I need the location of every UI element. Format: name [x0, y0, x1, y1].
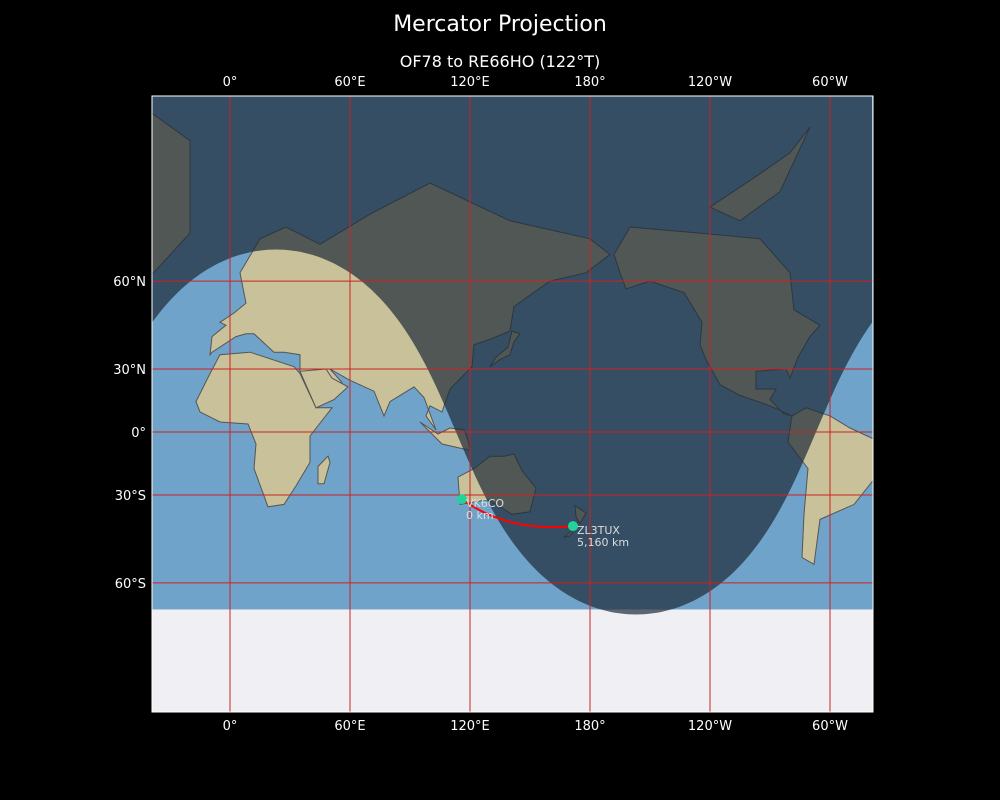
- lon-tick-label-bottom: 60°E: [334, 719, 365, 734]
- station-distance: 5,160 km: [577, 536, 629, 549]
- lon-tick-label-top: 60°E: [334, 75, 365, 90]
- lon-tick-label-top: 120°E: [450, 75, 490, 90]
- lat-tick-label: 0°: [131, 426, 146, 441]
- lon-tick-label-bottom: 120°E: [450, 719, 490, 734]
- night-shading: [152, 96, 872, 615]
- great-circle-path: [461, 498, 574, 529]
- land-antarctica: [152, 609, 873, 712]
- map-frame: [151, 95, 874, 713]
- lat-tick-label: 60°S: [115, 577, 146, 592]
- station-distance: 0 km: [466, 509, 494, 522]
- figure-title: Mercator Projection: [393, 12, 607, 37]
- lon-tick-label-bottom: 120°W: [688, 719, 732, 734]
- lon-tick-label-top: 0°: [223, 75, 238, 90]
- station-marker[interactable]: [457, 494, 467, 505]
- lat-tick-label: 30°N: [113, 363, 146, 378]
- graticule: [152, 96, 873, 712]
- lon-tick-label-bottom: 60°W: [812, 719, 848, 734]
- station-call: VK6CO: [466, 497, 504, 510]
- station-marker[interactable]: [568, 521, 578, 532]
- lon-tick-label-top: 120°W: [688, 75, 732, 90]
- land-madagascar: [317, 455, 331, 485]
- lat-tick-label: 60°N: [113, 275, 146, 290]
- station-call: ZL3TUX: [577, 524, 620, 537]
- lon-tick-label-top: 180°: [574, 75, 605, 90]
- lon-tick-label-bottom: 180°: [574, 719, 605, 734]
- lat-tick-label: 30°S: [115, 489, 146, 504]
- axis-ticks: 0° 0° 60°E 60°E 120°E 120°E 180° 180° 120°W 120°W…: [113, 75, 848, 734]
- figure-subtitle: OF78 to RE66HO (122°T): [399, 52, 601, 71]
- lon-tick-label-top: 60°W: [812, 75, 848, 90]
- lon-tick-label-bottom: 0°: [223, 719, 238, 734]
